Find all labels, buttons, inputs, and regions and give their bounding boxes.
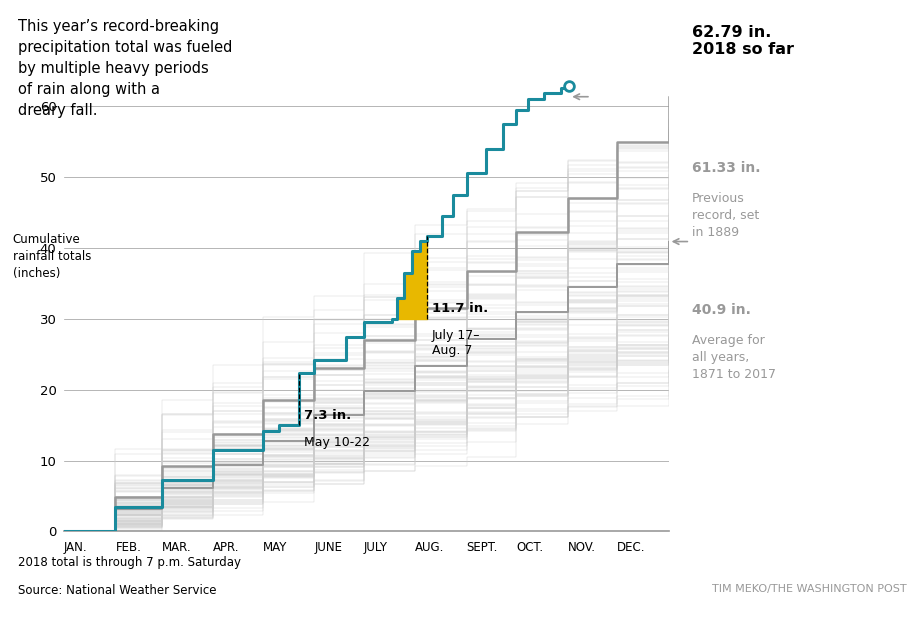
Text: 2018 total is through 7 p.m. Saturday: 2018 total is through 7 p.m. Saturday — [18, 556, 241, 569]
Text: TIM MEKO/THE WASHINGTON POST: TIM MEKO/THE WASHINGTON POST — [713, 584, 907, 594]
Text: 40.9 in.: 40.9 in. — [692, 303, 750, 317]
Text: July 17–
Aug. 7: July 17– Aug. 7 — [431, 329, 480, 357]
Text: 61.33 in.: 61.33 in. — [692, 161, 760, 175]
Text: 7.3 in.: 7.3 in. — [304, 408, 352, 421]
Text: Previous
record, set
in 1889: Previous record, set in 1889 — [692, 192, 758, 239]
Text: Average for
all years,
1871 to 2017: Average for all years, 1871 to 2017 — [692, 334, 776, 381]
Text: Cumulative
rainfall totals
(inches): Cumulative rainfall totals (inches) — [13, 232, 91, 279]
Text: This year’s record-breaking
precipitation total was fueled
by multiple heavy per: This year’s record-breaking precipitatio… — [18, 19, 233, 117]
Text: Source: National Weather Service: Source: National Weather Service — [18, 584, 217, 597]
Text: May 10-22: May 10-22 — [304, 436, 370, 449]
Text: 62.79 in.
2018 so far: 62.79 in. 2018 so far — [692, 25, 793, 57]
Text: 11.7 in.: 11.7 in. — [431, 302, 488, 315]
